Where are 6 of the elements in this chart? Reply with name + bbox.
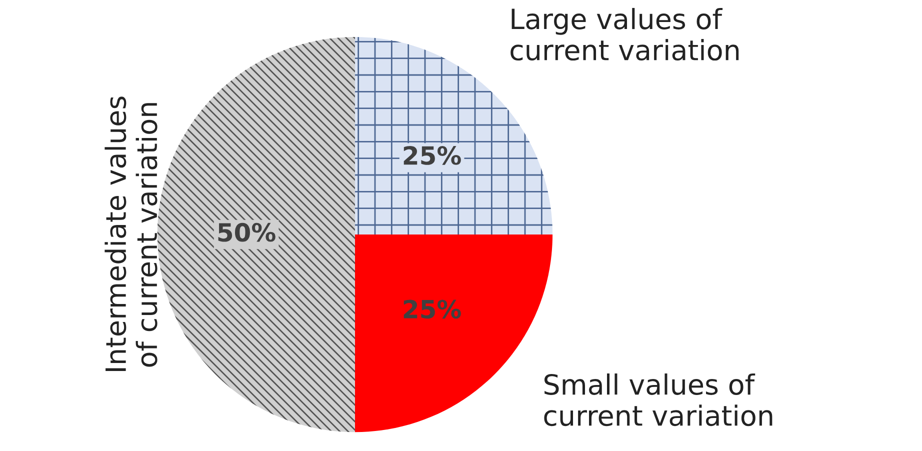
legend-label: Intermediate values of current variation xyxy=(104,96,158,371)
slice-label: Large values of current variation xyxy=(510,8,739,61)
slice-label: Small values of current variation xyxy=(544,373,772,426)
data-label: 25% xyxy=(404,300,461,319)
data-label: 25% xyxy=(404,146,461,165)
data-label: 50% xyxy=(218,222,276,242)
